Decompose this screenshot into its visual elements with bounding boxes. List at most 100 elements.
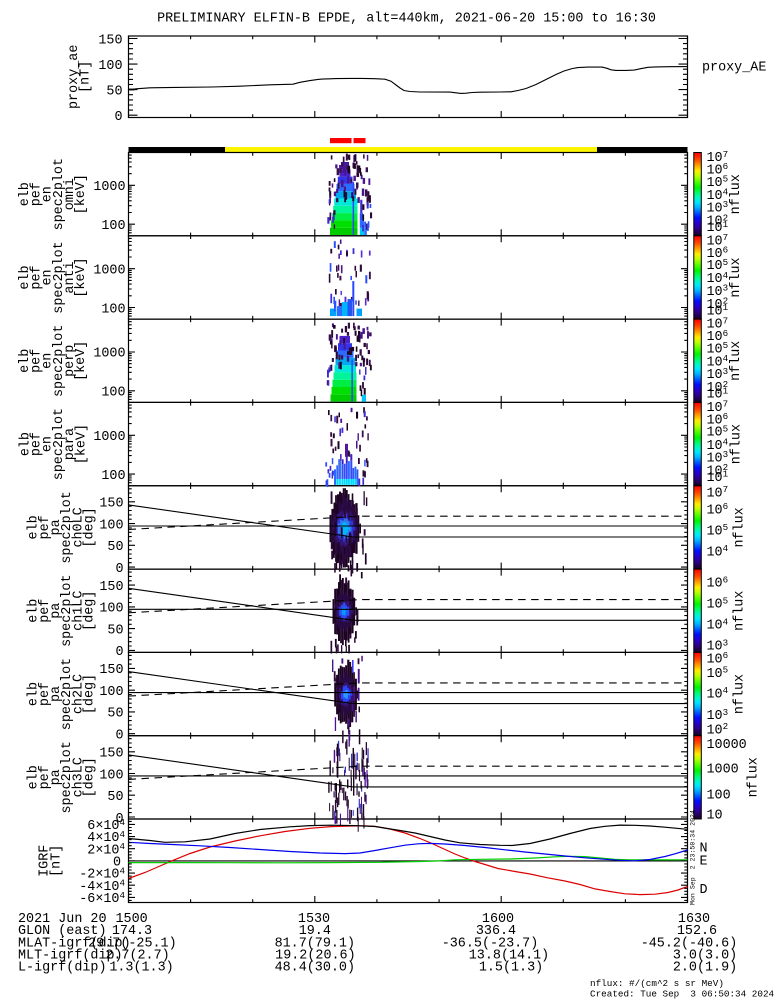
svg-text:elb: elb xyxy=(18,349,33,373)
svg-text:100: 100 xyxy=(99,685,123,700)
svg-text:106: 106 xyxy=(707,501,729,518)
svg-text:spec2plot: spec2plot xyxy=(52,241,67,313)
svg-text:[keV]: [keV] xyxy=(74,424,89,464)
svg-text:nflux: #/(cm^2 s sr MeV): nflux: #/(cm^2 s sr MeV) xyxy=(590,978,724,989)
svg-text:336.4: 336.4 xyxy=(476,924,516,939)
svg-text:en: en xyxy=(41,353,56,369)
svg-text:elb: elb xyxy=(27,599,42,623)
svg-text:[nT]: [nT] xyxy=(50,845,65,877)
svg-text:elb: elb xyxy=(18,182,33,206)
svg-text:1000: 1000 xyxy=(707,762,739,777)
svg-text:10: 10 xyxy=(707,808,723,823)
svg-text:1000: 1000 xyxy=(93,430,125,445)
svg-text:152.6: 152.6 xyxy=(677,924,717,939)
svg-text:[deg]: [deg] xyxy=(83,591,98,631)
svg-text:104: 104 xyxy=(707,543,729,560)
svg-text:-36.5(-23.7): -36.5(-23.7) xyxy=(442,936,539,951)
svg-text:elb: elb xyxy=(18,432,33,456)
svg-text:50: 50 xyxy=(106,84,122,99)
svg-text:pa: pa xyxy=(49,519,64,535)
svg-text:[keV]: [keV] xyxy=(74,257,89,297)
svg-text:106: 106 xyxy=(707,574,729,591)
svg-text:pef: pef xyxy=(38,599,53,623)
svg-text:Created: Tue Sep 3 06:50:34 2: Created: Tue Sep 3 06:50:34 2024 xyxy=(590,989,775,1000)
svg-text:Mon Sep 2 23:50:34 2024: Mon Sep 2 23:50:34 2024 xyxy=(689,810,696,905)
svg-text:-6×104: -6×104 xyxy=(79,890,125,907)
svg-text:ch1LC: ch1LC xyxy=(71,591,86,631)
svg-text:[deg]: [deg] xyxy=(83,674,98,714)
svg-text:D: D xyxy=(699,883,707,898)
svg-text:nflux: nflux xyxy=(732,674,747,714)
svg-text:81.7(79.1): 81.7(79.1) xyxy=(275,936,355,951)
svg-text:MLAT-igrf(dip): MLAT-igrf(dip) xyxy=(18,936,131,951)
svg-text:pa: pa xyxy=(49,769,64,785)
svg-text:pef: pef xyxy=(29,265,44,289)
svg-text:[deg]: [deg] xyxy=(83,757,98,797)
svg-text:MLT-igrf(dip): MLT-igrf(dip) xyxy=(18,948,123,963)
svg-text:0: 0 xyxy=(115,645,123,660)
svg-text:nflux: nflux xyxy=(729,341,744,381)
svg-text:19.4: 19.4 xyxy=(299,924,331,939)
svg-text:nflux: nflux xyxy=(746,757,761,797)
svg-text:2.0(1.9): 2.0(1.9) xyxy=(673,961,737,976)
svg-text:proxy_AE: proxy_AE xyxy=(702,60,766,75)
svg-text:[nT]: [nT] xyxy=(79,61,94,93)
svg-text:pa: pa xyxy=(49,686,64,702)
svg-text:[keV]: [keV] xyxy=(74,174,89,214)
svg-text:1530: 1530 xyxy=(298,912,330,927)
svg-text:50: 50 xyxy=(107,790,123,805)
svg-text:GLON (east): GLON (east) xyxy=(18,924,107,939)
svg-text:pef: pef xyxy=(29,182,44,206)
svg-text:ch0LC: ch0LC xyxy=(71,507,86,547)
svg-text:100: 100 xyxy=(98,59,122,74)
svg-text:spec2plot: spec2plot xyxy=(60,658,75,730)
svg-text:IGRF: IGRF xyxy=(38,845,53,877)
svg-text:107: 107 xyxy=(707,484,729,501)
svg-text:150: 150 xyxy=(98,33,122,48)
svg-text:nflux: nflux xyxy=(729,257,744,297)
svg-text:nflux: nflux xyxy=(732,591,747,631)
svg-text:105: 105 xyxy=(707,522,729,539)
svg-text:48.4(30.0): 48.4(30.0) xyxy=(275,961,355,976)
svg-text:100: 100 xyxy=(101,302,125,317)
svg-text:pef: pef xyxy=(38,765,53,789)
svg-text:104: 104 xyxy=(707,616,729,633)
svg-text:-2×104: -2×104 xyxy=(79,866,125,883)
svg-text:spec2plot: spec2plot xyxy=(52,408,67,480)
svg-text:E: E xyxy=(699,855,707,870)
svg-text:ch3LC: ch3LC xyxy=(71,757,86,797)
svg-text:para: para xyxy=(63,428,78,460)
svg-text:en: en xyxy=(41,436,56,452)
svg-text:104: 104 xyxy=(707,685,729,702)
svg-text:elb: elb xyxy=(27,515,42,539)
svg-text:spec2plot: spec2plot xyxy=(60,574,75,646)
svg-text:anti: anti xyxy=(63,261,78,293)
svg-text:pa: pa xyxy=(49,603,64,619)
svg-text:1.3(1.3): 1.3(1.3) xyxy=(109,961,173,976)
svg-text:1000: 1000 xyxy=(93,347,125,362)
svg-text:-4×104: -4×104 xyxy=(79,878,125,895)
svg-text:elb: elb xyxy=(27,682,42,706)
svg-text:spec2plot: spec2plot xyxy=(52,158,67,230)
svg-text:174.3: 174.3 xyxy=(112,924,152,939)
svg-text:19.2(20.6): 19.2(20.6) xyxy=(275,948,355,963)
svg-text:150: 150 xyxy=(99,497,123,512)
svg-text:[keV]: [keV] xyxy=(74,341,89,381)
svg-text:pef: pef xyxy=(38,682,53,706)
svg-text:50: 50 xyxy=(107,540,123,555)
svg-text:omni: omni xyxy=(63,178,78,210)
svg-text:0: 0 xyxy=(113,856,121,871)
svg-text:perp: perp xyxy=(63,345,78,377)
svg-text:150: 150 xyxy=(99,663,123,678)
svg-text:L-igrf(dip): L-igrf(dip) xyxy=(18,961,107,976)
svg-text:pef: pef xyxy=(38,515,53,539)
svg-text:100: 100 xyxy=(101,469,125,484)
svg-text:50: 50 xyxy=(107,623,123,638)
svg-text:elb: elb xyxy=(18,265,33,289)
svg-text:ch2LC: ch2LC xyxy=(71,674,86,714)
svg-text:105: 105 xyxy=(707,595,729,612)
svg-text:0: 0 xyxy=(114,110,122,125)
svg-text:en: en xyxy=(41,269,56,285)
svg-text:en: en xyxy=(41,186,56,202)
svg-text:3.0(3.0): 3.0(3.0) xyxy=(673,948,737,963)
